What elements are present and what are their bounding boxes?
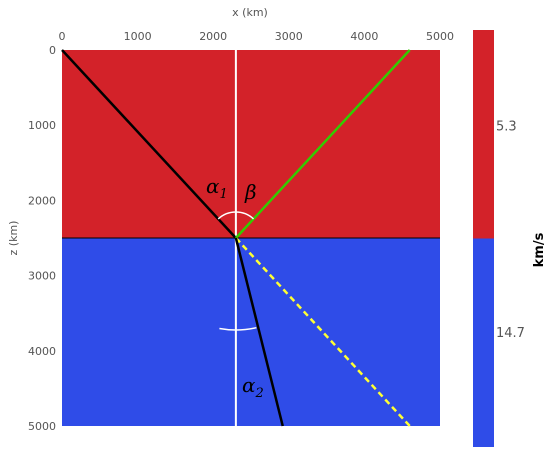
- y-tick-label: 3000: [28, 270, 56, 283]
- colorbar-title: km/s: [532, 232, 547, 267]
- y-tick-label: 2000: [28, 194, 56, 207]
- colorbar-upper-segment: [473, 30, 494, 239]
- x-tick-label: 5000: [426, 30, 454, 43]
- reflected-ray: [234, 49, 411, 239]
- x-tick-label: 2000: [199, 30, 227, 43]
- colorbar-tick-label: 5.3: [496, 119, 517, 134]
- x-tick-label: 1000: [124, 30, 152, 43]
- y-tick-label: 5000: [28, 420, 56, 433]
- transmission-angle-arc: [219, 326, 257, 331]
- colorbar-tick-label: 14.7: [496, 326, 525, 341]
- incident-ray: [61, 49, 237, 239]
- upper-layer: [62, 50, 440, 238]
- y-tick-label: 1000: [28, 119, 56, 132]
- y-tick-label: 4000: [28, 345, 56, 358]
- x-tick-label: 4000: [350, 30, 378, 43]
- refracted-continuation-dashed-ray: [234, 237, 411, 427]
- incidence-reflection-angle-arc: [217, 211, 255, 220]
- lower-layer: [62, 238, 440, 426]
- y-axis-label: z (km): [7, 221, 20, 256]
- x-tick-label: 3000: [275, 30, 303, 43]
- x-tick-label: 0: [59, 30, 66, 43]
- colorbar-lower-segment: [473, 238, 494, 447]
- transmitted-ray: [234, 237, 284, 427]
- beta-label: β: [244, 180, 257, 204]
- alpha2-label: α2: [242, 373, 264, 401]
- alpha1-label: α1: [206, 174, 228, 202]
- x-axis-label: x (km): [232, 6, 268, 19]
- y-tick-label: 0: [49, 44, 56, 57]
